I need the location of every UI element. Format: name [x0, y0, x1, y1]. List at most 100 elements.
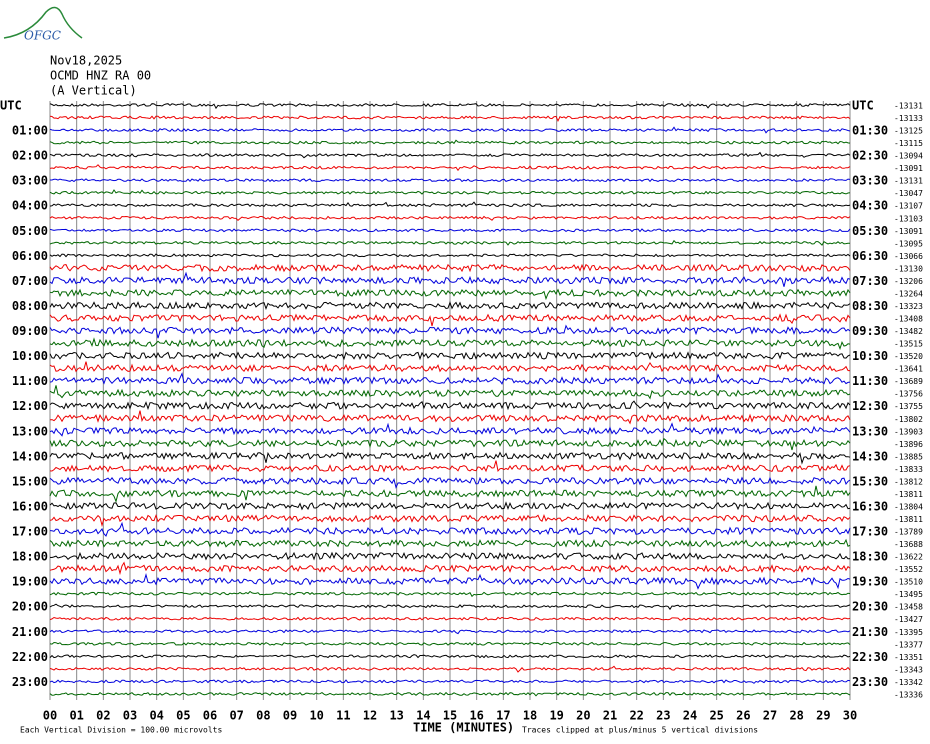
half-hour-label: 09:30 [852, 324, 888, 338]
logo: OFGC [24, 29, 61, 43]
offset-label: -13755 [894, 402, 923, 411]
trace [49, 400, 851, 411]
offset-label: -13095 [894, 239, 923, 248]
half-hour-label: 01:30 [852, 124, 888, 138]
hour-label: 03:00 [12, 174, 48, 188]
offset-label: -13641 [894, 365, 923, 374]
offset-label: -13520 [894, 352, 923, 361]
offset-label: -13622 [894, 553, 923, 562]
hour-label: UTC [0, 99, 22, 113]
offset-label: -13130 [894, 264, 923, 273]
hour-label: 16:00 [12, 499, 48, 513]
trace [49, 460, 851, 473]
clip-note: Traces clipped at plus/minus 5 vertical … [522, 726, 758, 735]
offset-label: -13103 [894, 214, 923, 223]
half-hour-label: 12:30 [852, 399, 888, 413]
trace [49, 115, 851, 122]
trace [49, 189, 851, 195]
x-tick-label: 05 [176, 709, 190, 723]
offset-label: -13833 [894, 465, 923, 474]
half-hour-label: 20:30 [852, 600, 888, 614]
trace [49, 151, 851, 159]
offset-label: -13047 [894, 189, 923, 198]
trace [49, 288, 851, 301]
trace [49, 691, 851, 697]
x-tick-label: 13 [389, 709, 403, 723]
offset-label: -13336 [894, 690, 923, 699]
hour-label: 22:00 [12, 650, 48, 664]
offset-label: -13133 [894, 114, 923, 123]
trace [49, 538, 851, 548]
trace [49, 514, 851, 528]
offset-label: -13343 [894, 665, 923, 674]
trace [49, 561, 851, 576]
half-hour-label: 21:30 [852, 625, 888, 639]
offset-label: -13802 [894, 415, 923, 424]
trace [49, 422, 851, 437]
trace [49, 641, 851, 646]
x-tick-label: 02 [96, 709, 110, 723]
offset-label: -13107 [894, 202, 923, 211]
trace [49, 551, 850, 561]
trace [49, 253, 851, 258]
x-tick-label: 09 [283, 709, 297, 723]
offset-label: -13115 [894, 139, 923, 148]
offset-label: -13395 [894, 628, 923, 637]
half-hour-label: 04:30 [852, 199, 888, 213]
x-tick-label: 07 [229, 709, 243, 723]
trace [49, 271, 851, 287]
hour-label: 02:00 [12, 149, 48, 163]
x-tick-label: 11 [336, 709, 350, 723]
hour-label: 06:00 [12, 249, 48, 263]
x-tick-label: 25 [709, 709, 723, 723]
x-tick-label: 10 [309, 709, 323, 723]
half-hour-label: 02:30 [852, 149, 888, 163]
logo-mark [3, 6, 83, 39]
x-tick-label: 30 [843, 709, 857, 723]
trace [49, 616, 851, 621]
x-tick-label: 19 [549, 709, 563, 723]
x-tick-label: 08 [256, 709, 270, 723]
hour-label: 07:00 [12, 274, 48, 288]
trace [49, 337, 851, 351]
x-tick-label: 29 [816, 709, 830, 723]
hour-label: 18:00 [12, 550, 48, 564]
trace [49, 437, 851, 451]
offset-label: -13689 [894, 377, 923, 386]
offset-label: -13323 [894, 302, 923, 311]
trace [49, 300, 851, 310]
hour-label: 08:00 [12, 299, 48, 313]
offset-label: -13458 [894, 603, 923, 612]
trace [49, 410, 851, 425]
offset-label: -13811 [894, 515, 923, 524]
offset-label: -13066 [894, 252, 923, 261]
offset-label: -13552 [894, 565, 923, 574]
half-hour-label: 15:30 [852, 474, 888, 488]
half-hour-label: 07:30 [852, 274, 888, 288]
x-tick-label: 16 [469, 709, 483, 723]
offset-label: -13427 [894, 615, 923, 624]
trace [49, 215, 851, 221]
x-tick-label: 04 [149, 709, 163, 723]
hour-label: 13:00 [12, 424, 48, 438]
hour-label: 12:00 [12, 399, 48, 413]
offset-label: -13264 [894, 289, 923, 298]
half-hour-label: 22:30 [852, 650, 888, 664]
trace [49, 139, 851, 145]
trace [49, 201, 851, 208]
x-tick-label: 06 [203, 709, 217, 723]
x-tick-label: 21 [603, 709, 617, 723]
offset-label: -13094 [894, 152, 923, 161]
hour-label: 19:00 [12, 575, 48, 589]
trace [49, 476, 851, 489]
offset-label: -13804 [894, 502, 923, 511]
offset-label: -13688 [894, 540, 923, 549]
x-tick-label: 28 [789, 709, 803, 723]
trace [49, 572, 851, 590]
offset-label: -13482 [894, 327, 923, 336]
x-tick-label: 15 [443, 709, 457, 723]
half-hour-label: 10:30 [852, 349, 888, 363]
offset-label: -13342 [894, 678, 923, 687]
hour-label: 05:00 [12, 224, 48, 238]
x-tick-label: 00 [43, 709, 57, 723]
